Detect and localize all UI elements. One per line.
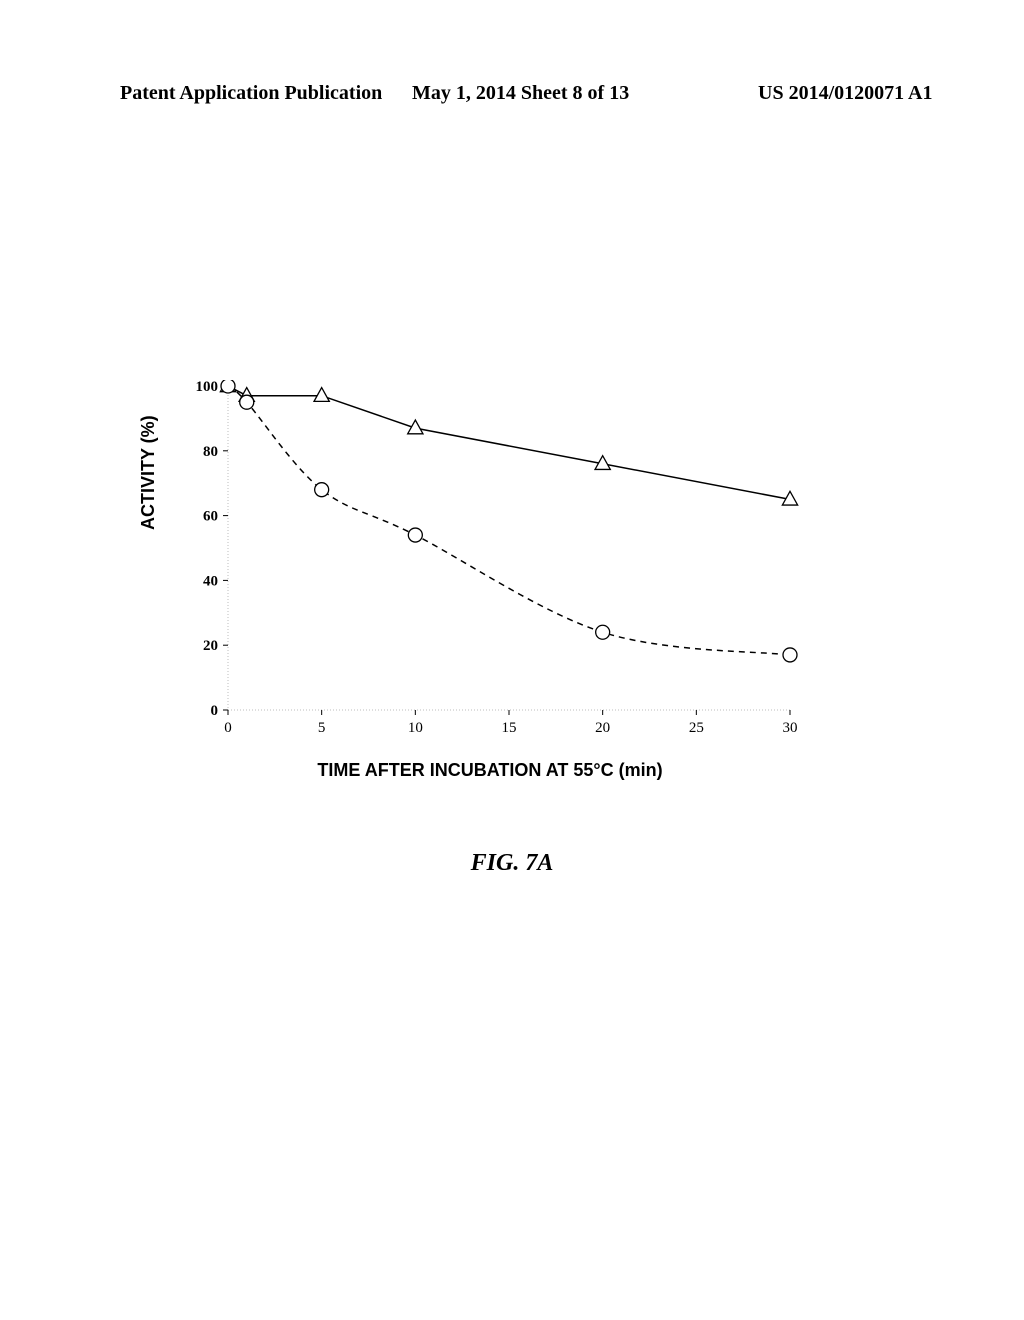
figure-label: FIG. 7A	[0, 850, 1024, 877]
header-right: US 2014/0120071 A1	[758, 82, 932, 105]
svg-text:0: 0	[224, 720, 232, 736]
svg-text:5: 5	[318, 720, 326, 736]
svg-text:20: 20	[595, 720, 610, 736]
x-axis-label: TIME AFTER INCUBATION AT 55°C (min)	[180, 760, 800, 781]
svg-text:40: 40	[203, 573, 218, 589]
svg-text:20: 20	[203, 638, 218, 654]
svg-text:80: 80	[203, 444, 218, 460]
svg-text:15: 15	[502, 720, 517, 736]
svg-text:60: 60	[203, 509, 218, 525]
svg-text:0: 0	[211, 703, 219, 719]
svg-text:30: 30	[783, 720, 798, 736]
svg-text:100: 100	[196, 380, 219, 395]
header-left: Patent Application Publication	[120, 82, 382, 105]
chart-svg: 0 20 40 60 80 100 0 5 10 15 20 25 30	[180, 380, 800, 748]
header-mid: May 1, 2014 Sheet 8 of 13	[412, 82, 629, 105]
y-axis-label: ACTIVITY (%)	[138, 415, 159, 530]
activity-chart: 0 20 40 60 80 100 0 5 10 15 20 25 30	[180, 380, 800, 760]
svg-text:25: 25	[689, 720, 704, 736]
svg-text:10: 10	[408, 720, 423, 736]
